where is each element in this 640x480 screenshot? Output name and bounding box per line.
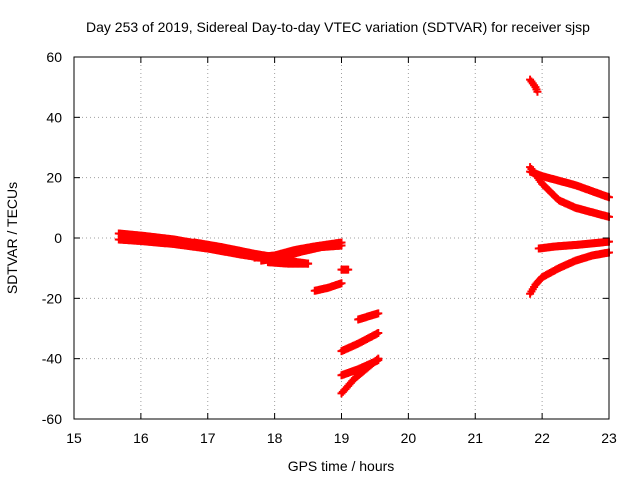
grid <box>74 57 609 419</box>
data-point <box>337 279 346 288</box>
data-point <box>372 355 381 364</box>
y-tick-label: -20 <box>42 290 62 306</box>
data-track <box>526 248 613 298</box>
data-point <box>344 265 353 274</box>
data-track <box>337 354 383 398</box>
x-tick-label: 23 <box>601 430 617 446</box>
y-tick-label: 40 <box>46 109 62 125</box>
data-marks <box>114 75 613 398</box>
x-tick-label: 20 <box>401 430 417 446</box>
data-point <box>337 241 346 250</box>
y-tick-label: 60 <box>46 49 62 65</box>
x-tick-label: 16 <box>133 430 149 446</box>
data-track <box>526 75 542 96</box>
y-tick-label: -60 <box>42 411 62 427</box>
x-tick-label: 21 <box>467 430 483 446</box>
x-tick-labels: 15 16 17 18 19 20 21 22 23 <box>66 430 617 446</box>
data-track <box>310 279 346 295</box>
y-axis-title: SDTVAR / TECUs <box>4 182 20 294</box>
data-point <box>374 309 383 318</box>
data-track <box>534 237 613 253</box>
data-track <box>257 241 346 265</box>
x-tick-label: 15 <box>66 430 82 446</box>
chart-title: Day 253 of 2019, Sidereal Day-to-day VTE… <box>86 19 590 35</box>
data-point <box>304 259 313 268</box>
x-tick-label: 18 <box>267 430 283 446</box>
data-track <box>337 265 353 274</box>
y-tick-labels: -60 -40 -20 0 20 40 60 <box>42 49 62 427</box>
plot-frame <box>73 56 610 420</box>
y-tick-label: 20 <box>46 170 62 186</box>
data-point <box>533 87 542 96</box>
y-tick-label: 0 <box>54 230 62 246</box>
x-tick-label: 19 <box>334 430 350 446</box>
x-tick-label: 17 <box>200 430 216 446</box>
x-axis-title: GPS time / hours <box>288 458 395 474</box>
data-point <box>374 354 383 363</box>
y-tick-label: -40 <box>42 351 62 367</box>
data-track <box>354 309 383 324</box>
data-track <box>337 329 383 356</box>
x-tick-label: 22 <box>534 430 550 446</box>
data-point <box>374 329 383 338</box>
